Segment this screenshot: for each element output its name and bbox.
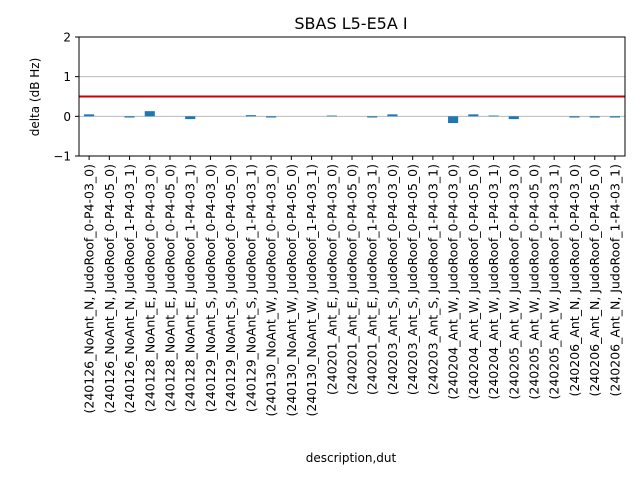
x-tick-label: (240128_NoAnt_E, JudoRoof_0-P4-03_0) — [142, 164, 157, 412]
x-tick-label: (240204_Ant_W, JudoRoof_0-P4-03_0) — [446, 164, 461, 400]
x-tick-label: (240203_Ant_S, JudoRoof_1-P4-03_1) — [425, 164, 440, 395]
x-axis-ticks: (240126_NoAnt_N, JudoRoof_0-P4-03_0) (240… — [82, 156, 622, 416]
y-tick-label: 0 — [63, 110, 71, 124]
x-tick-label: (240201_Ant_E, JudoRoof_0-P4-05_0) — [345, 164, 360, 395]
x-tick-label: (240126_NoAnt_N, JudoRoof_0-P4-05_0) — [102, 164, 117, 413]
x-tick-label: (240204_Ant_W, JudoRoof_0-P4-05_0) — [466, 164, 481, 400]
y-tick-label: 1 — [63, 70, 71, 84]
bar — [266, 116, 277, 118]
x-tick-label: (240201_Ant_E, JudoRoof_1-P4-03_1) — [365, 164, 380, 395]
x-tick-label: (240128_NoAnt_E, JudoRoof_0-P4-05_0) — [163, 164, 178, 412]
x-tick-label: (240206_Ant_N, JudoRoof_1-P4-03_1) — [607, 164, 622, 396]
bar — [124, 116, 135, 118]
bar — [448, 116, 459, 124]
x-tick-label: (240205_Ant_W, JudoRoof_0-P4-05_0) — [527, 164, 542, 400]
bar — [468, 114, 479, 117]
x-tick-label: (240130_NoAnt_W, JudoRoof_1-P4-03_1) — [304, 164, 319, 416]
y-axis-ticks: −1 0 1 2 — [53, 31, 79, 164]
bar — [245, 115, 256, 117]
x-tick-label: (240126_NoAnt_N, JudoRoof_1-P4-03_1) — [122, 164, 137, 413]
x-tick-label: (240129_NoAnt_S, JudoRoof_1-P4-03_1) — [243, 164, 258, 412]
x-tick-label: (240206_Ant_N, JudoRoof_0-P4-03_0) — [567, 164, 582, 396]
bar — [367, 116, 378, 118]
x-tick-label: (240205_Ant_W, JudoRoof_1-P4-03_1) — [547, 164, 562, 400]
x-tick-label: (240203_Ant_S, JudoRoof_0-P4-05_0) — [405, 164, 420, 395]
x-tick-label: (240130_NoAnt_W, JudoRoof_0-P4-05_0) — [284, 164, 299, 416]
bar — [589, 116, 600, 118]
x-tick-label: (240128_NoAnt_E, JudoRoof_1-P4-03_1) — [183, 164, 198, 412]
bar — [508, 116, 519, 120]
x-tick-label: (240204_Ant_W, JudoRoof_1-P4-03_1) — [486, 164, 501, 400]
x-tick-label: (240205_Ant_W, JudoRoof_0-P4-03_0) — [506, 164, 521, 400]
bar — [387, 114, 398, 117]
bars — [84, 111, 620, 124]
x-tick-label: (240129_NoAnt_S, JudoRoof_0-P4-05_0) — [223, 164, 238, 412]
bar — [569, 116, 580, 118]
x-tick-label: (240130_NoAnt_W, JudoRoof_0-P4-03_0) — [264, 164, 279, 416]
x-tick-label: (240126_NoAnt_N, JudoRoof_0-P4-03_0) — [82, 164, 97, 413]
bar — [326, 115, 337, 117]
x-tick-label: (240203_Ant_S, JudoRoof_0-P4-03_0) — [385, 164, 400, 395]
bar — [185, 116, 196, 120]
bar — [488, 115, 499, 117]
y-tick-label: 2 — [63, 31, 71, 45]
y-axis-label: delta (dB Hz) — [28, 58, 42, 137]
bar — [144, 111, 155, 117]
bar — [84, 114, 95, 117]
y-tick-label: −1 — [53, 150, 71, 164]
x-tick-label: (240206_Ant_N, JudoRoof_0-P4-05_0) — [587, 164, 602, 396]
x-tick-label: (240201_Ant_E, JudoRoof_0-P4-03_0) — [324, 164, 339, 395]
x-axis-label: description,dut — [306, 451, 397, 465]
x-tick-label: (240129_NoAnt_S, JudoRoof_0-P4-03_0) — [203, 164, 218, 412]
chart-title: SBAS L5-E5A I — [294, 14, 407, 33]
bar — [609, 116, 620, 118]
